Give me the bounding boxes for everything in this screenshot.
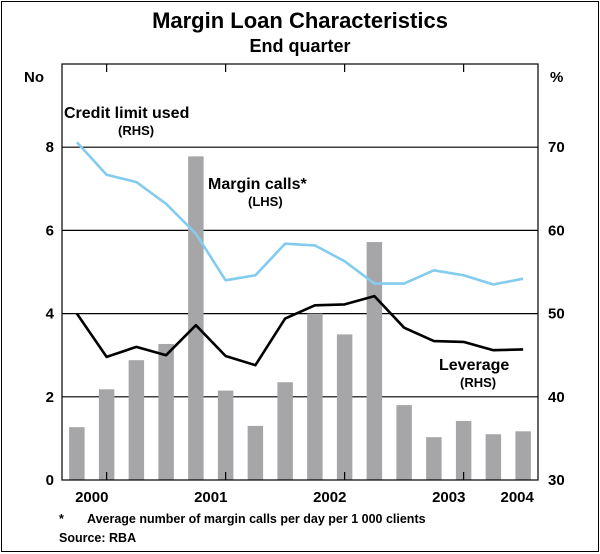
chart-title: Margin Loan Characteristics: [152, 8, 448, 33]
margin-calls-bar-6: [217, 390, 234, 480]
footnote: Average number of margin calls per day p…: [87, 512, 426, 526]
right-tick-label-60: 60: [548, 222, 565, 239]
left-tick-label-4: 4: [46, 306, 55, 323]
chart-subtitle: End quarter: [249, 36, 350, 56]
margin-calls-bar-9: [307, 313, 323, 480]
right-tick-label-30: 30: [548, 472, 565, 489]
margin-calls-bar-3: [128, 360, 145, 480]
gridlines: [62, 146, 538, 398]
footnote-marker: *: [59, 512, 64, 526]
margin-calls-bar-7: [247, 425, 264, 480]
margin-calls-bars: [69, 156, 531, 481]
left-axis-unit: No: [24, 69, 44, 86]
left-tick-label-0: 0: [46, 472, 54, 489]
credit-limit-label: Credit limit used: [64, 105, 189, 122]
credit-limit-axis-label: (RHS): [118, 123, 154, 138]
right-axis-unit: %: [550, 69, 563, 86]
right-tick-label-70: 70: [548, 139, 565, 156]
right-axis-labels: 30 40 50 60 70: [548, 139, 565, 489]
source-note: Source: RBA: [59, 531, 136, 545]
margin-calls-bar-1: [69, 427, 85, 480]
margin-calls-bar-10: [336, 334, 353, 480]
margin-calls-bar-2: [98, 389, 115, 480]
left-tick-label-2: 2: [46, 389, 54, 406]
x-label-2004: 2004: [500, 489, 534, 506]
right-tick-label-50: 50: [548, 306, 565, 323]
margin-calls-label: Margin calls*: [208, 176, 307, 193]
margin-calls-bar-16: [515, 431, 531, 480]
x-label-2003: 2003: [432, 489, 465, 506]
x-label-2000: 2000: [75, 489, 108, 506]
x-axis-ticks: [106, 64, 465, 480]
credit-limit-line: [75, 141, 524, 286]
margin-calls-bar-4: [158, 343, 174, 480]
left-axis-labels: 0 2 4 6 8: [46, 139, 55, 489]
margin-calls-bar-14: [455, 420, 472, 480]
margin-calls-axis-label: (LHS): [248, 194, 283, 209]
x-label-2002: 2002: [313, 489, 346, 506]
left-tick-label-6: 6: [46, 222, 54, 239]
right-tick-label-40: 40: [548, 389, 565, 406]
leverage-axis-label: (RHS): [460, 375, 496, 390]
margin-calls-bar-13: [426, 437, 442, 480]
leverage-label: Leverage: [439, 357, 509, 374]
left-tick-label-8: 8: [46, 139, 54, 156]
x-axis-labels: 2000 2001 2002 2003 2004: [75, 489, 534, 506]
margin-calls-bar-8: [277, 382, 293, 480]
plot-border: [61, 63, 539, 481]
margin-calls-bar-5: [188, 156, 204, 481]
x-label-2001: 2001: [194, 489, 227, 506]
leverage-line: [75, 294, 524, 367]
margin-calls-bar-15: [485, 434, 502, 480]
margin-calls-bar-11: [366, 242, 383, 480]
margin-calls-bar-12: [396, 405, 412, 480]
